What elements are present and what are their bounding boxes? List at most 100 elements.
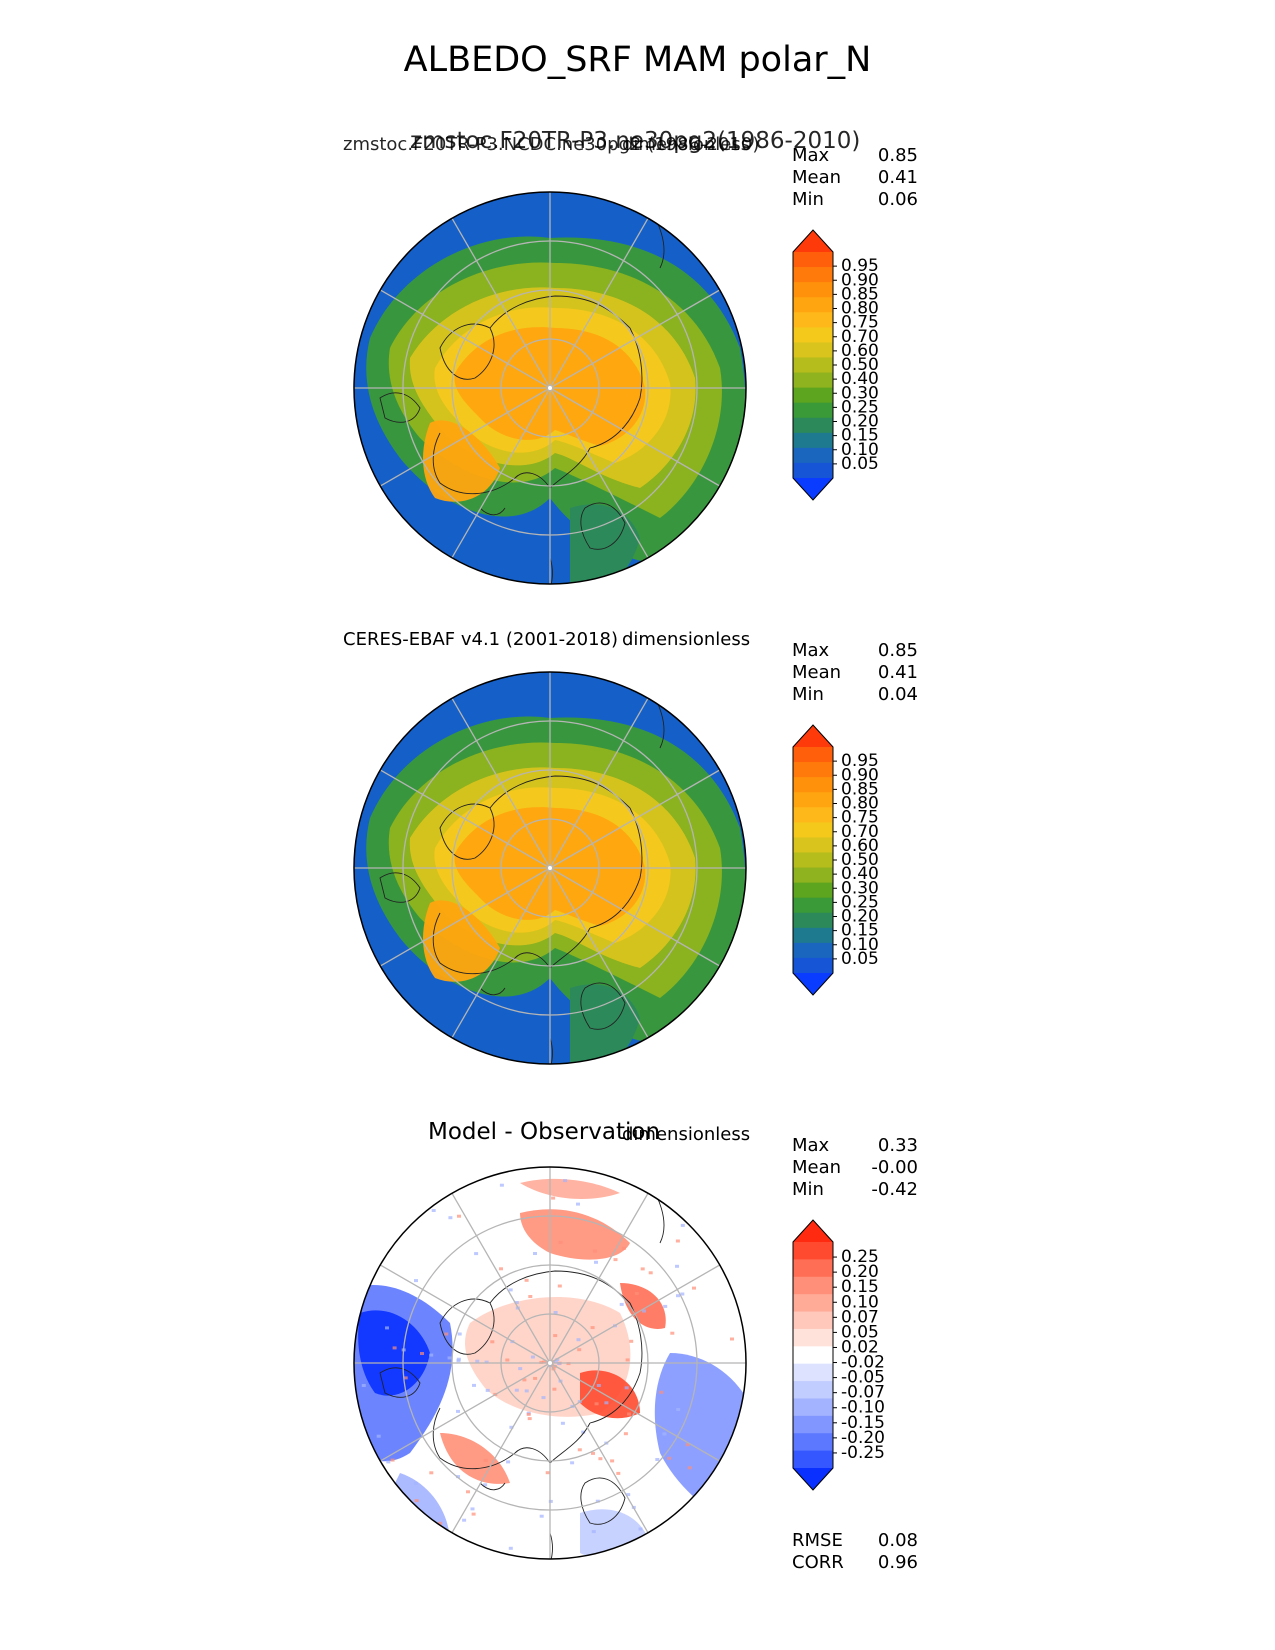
diff-speckle [576, 1202, 580, 1206]
diff-speckle [590, 1326, 595, 1330]
coastline [439, 803, 495, 860]
coastline [580, 1477, 626, 1525]
colorbar-tick-label: 0.90 [841, 270, 879, 290]
stat-min-value: 0.04 [877, 684, 918, 705]
diff-speckle [448, 1216, 453, 1220]
diff-speckle [680, 1223, 685, 1227]
stat-min-label: Min [792, 1179, 824, 1200]
diff-speckle [545, 1471, 550, 1475]
colorbar-band [793, 1398, 833, 1417]
diff-speckle [662, 1432, 667, 1436]
colorbar-band [793, 417, 833, 434]
colorbar-band [793, 747, 833, 763]
diff-speckle [533, 1376, 538, 1380]
diff-speckle [508, 1546, 513, 1550]
diff-speckle [447, 1356, 452, 1360]
diff-speckle [514, 1301, 519, 1304]
diff-speckle [462, 1518, 467, 1522]
colorbar-tick-label: 0.10 [841, 440, 879, 460]
diff-speckle [484, 1360, 489, 1364]
coastline [432, 1407, 516, 1470]
diff-speckle [570, 1461, 575, 1465]
diff-speckle [616, 1471, 621, 1475]
diff-speckle [594, 1260, 598, 1264]
colorbar-band [793, 282, 833, 298]
diff-speckle [577, 1348, 582, 1352]
diff-speckle [648, 1271, 653, 1275]
diff-contour [520, 1178, 620, 1199]
diff-speckle [552, 1387, 557, 1391]
colorbar-band [793, 1259, 833, 1278]
colorbar: 0.250.200.150.100.070.050.02-0.02-0.05-0… [792, 1219, 885, 1491]
diff-speckle [420, 1352, 424, 1355]
diff-speckle [414, 1279, 418, 1283]
diff-speckle [553, 1311, 558, 1314]
colorbar-band [793, 882, 833, 899]
diff-speckle [475, 1359, 480, 1363]
diff-speckle [581, 1430, 586, 1434]
albedo-contour [423, 900, 500, 982]
colorbar-band [793, 1381, 833, 1399]
graticule [354, 192, 746, 584]
diff-speckle [663, 1304, 668, 1308]
diff-speckle [431, 1209, 436, 1212]
colorbar-tick-label: 0.95 [841, 751, 879, 771]
diff-speckle [670, 1331, 675, 1335]
colorbar-band [793, 837, 833, 853]
coastline [589, 1302, 643, 1424]
meridian [549, 769, 721, 869]
colorbar-band [793, 762, 833, 778]
diff-contour [440, 1433, 510, 1484]
stat-min-value: 0.06 [877, 189, 918, 210]
diff-contour [620, 1283, 666, 1329]
diff-speckle [687, 1466, 692, 1470]
polar-map-difference [353, 1166, 747, 1560]
stat-max-label: Max [792, 145, 830, 166]
colorbar-tick-label: 0.25 [841, 1247, 879, 1267]
panel-subtitle: CERES-EBAF v4.1 (2001-2018) [343, 629, 619, 650]
coastline [589, 327, 643, 449]
colorbar-tick-label: 0.75 [841, 808, 879, 828]
map-boundary [353, 671, 747, 1065]
colorbar-tick-label: -0.10 [841, 1398, 885, 1418]
diff-speckle [553, 1334, 558, 1338]
colorbar-tick-label: 0.20 [841, 1262, 879, 1282]
diff-speckle [655, 1458, 660, 1461]
diff-speckle [613, 1258, 618, 1262]
colorbar-band [793, 462, 833, 479]
meridian [379, 1362, 551, 1462]
graticule [354, 672, 746, 1064]
diff-speckle [629, 1339, 634, 1343]
colorbar-band [793, 1346, 833, 1365]
diff-speckle [667, 1456, 672, 1460]
diff-speckle [392, 1346, 397, 1350]
colorbar-tick-label: 0.40 [841, 864, 879, 884]
colorbar: 0.950.900.850.800.750.700.600.500.400.30… [792, 724, 879, 996]
stat-min-label: Min [792, 684, 824, 705]
diff-speckle [594, 1402, 599, 1406]
diff-speckle [490, 1340, 495, 1344]
diff-speckle [438, 1521, 443, 1525]
colorbar-band [793, 252, 833, 268]
diff-speckle [429, 1471, 434, 1475]
colorbar-tick-label: 0.70 [841, 822, 879, 842]
north-pole [548, 386, 552, 390]
colorbar-band [793, 897, 833, 914]
graticule [354, 1167, 746, 1559]
coastline [439, 1298, 495, 1355]
colorbar-tick-label: 0.50 [841, 850, 879, 870]
colorbar: 0.950.900.850.800.750.700.600.500.400.30… [792, 229, 879, 501]
diff-speckle [506, 1460, 511, 1464]
meridian [379, 867, 551, 967]
colorbar-band [793, 1363, 833, 1382]
diff-speckle [456, 1357, 461, 1361]
colorbar-band [793, 777, 833, 793]
diff-speckle [621, 1246, 626, 1250]
colorbar-tick-label: 0.50 [841, 355, 879, 375]
meridian [379, 769, 551, 869]
colorbar-tick-label: 0.75 [841, 313, 879, 333]
diff-speckle [591, 1451, 595, 1455]
colorbar-band [793, 312, 833, 328]
diff-speckle [676, 1408, 681, 1411]
diff-speckle [604, 1401, 609, 1405]
